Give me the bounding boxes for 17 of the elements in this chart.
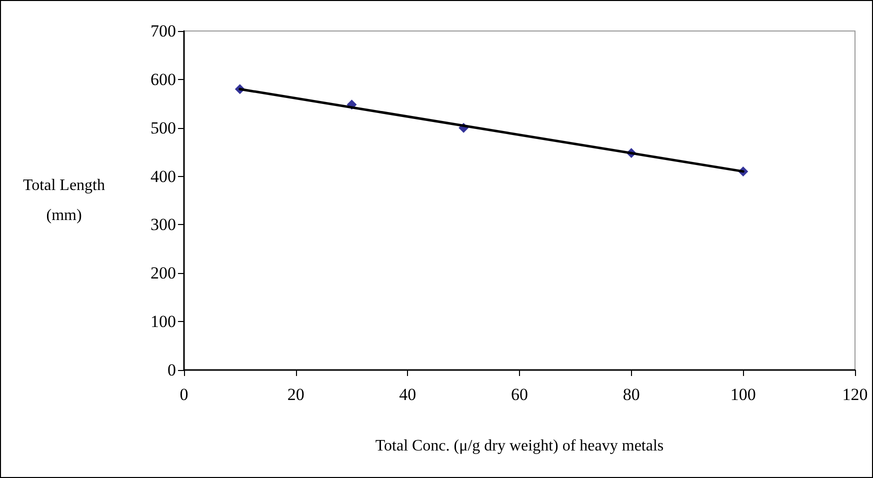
x-tick-label: 120 (842, 385, 868, 404)
x-tick-label: 20 (287, 385, 304, 404)
x-tick-label: 40 (399, 385, 416, 404)
x-tick-label: 0 (180, 385, 188, 404)
y-tick-label: 200 (150, 264, 176, 283)
y-tick-label: 500 (150, 118, 176, 138)
y-tick-label: 600 (150, 70, 176, 89)
y-tick-label: 100 (150, 312, 176, 332)
x-tick-label: 100 (730, 385, 756, 404)
y-tick-label: 400 (150, 166, 176, 186)
x-tick-label: 80 (622, 385, 640, 404)
x-tick-label: 60 (511, 385, 528, 404)
y-tick-label: 700 (150, 22, 176, 40)
y-axis-title: Total Length (mm) (23, 177, 105, 224)
y-tick-label: 0 (168, 360, 176, 380)
y-tick-label: 300 (150, 215, 176, 234)
x-axis-title: Total Conc. (μ/g dry weight) of heavy metals (375, 438, 664, 454)
